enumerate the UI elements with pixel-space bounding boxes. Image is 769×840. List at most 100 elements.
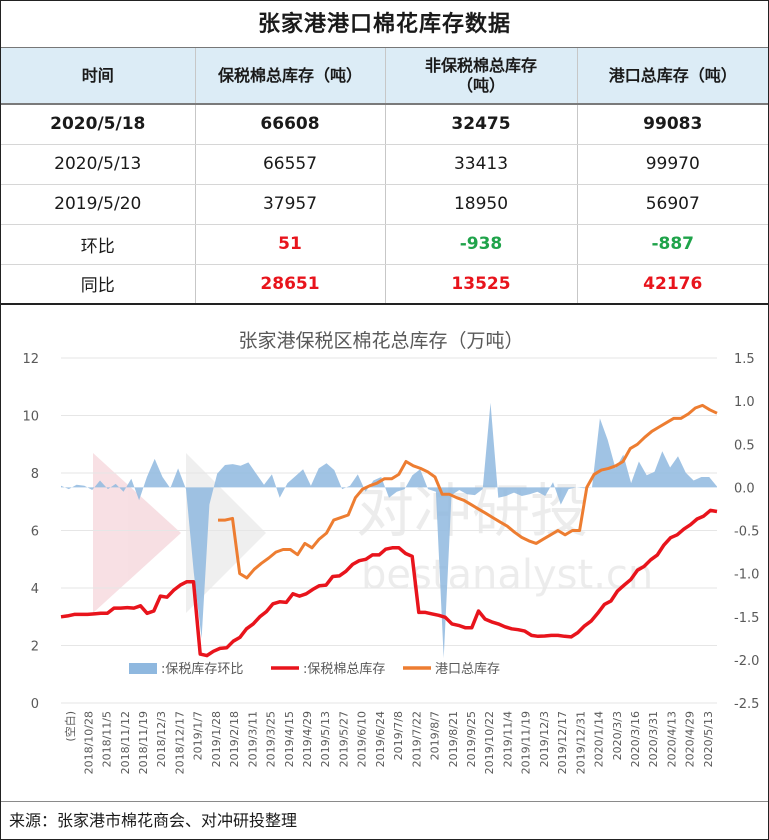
header-bonded: 保税棉总库存（吨）: [195, 48, 386, 105]
inventory-chart: 对冲研投 bestanalyst.cn 张家港保税区棉花总库存（万吨） 0246…: [22, 330, 759, 774]
x-tick-label: 2019/12/31: [574, 711, 587, 774]
cell-nonbonded: 18950: [385, 184, 578, 225]
header-total: 港口总库存（吨）: [577, 48, 768, 105]
right-tick-label: 1.5: [734, 352, 755, 367]
legend-label: :保税库存环比: [161, 661, 243, 677]
x-tick-label: 2020/1/14: [593, 711, 606, 767]
right-tick-label: 0.5: [734, 438, 755, 453]
table-row: 环比 51 -938 -887: [1, 224, 768, 265]
chart-title: 张家港保税区棉花总库存（万吨）: [238, 330, 523, 352]
left-tick-label: 0: [31, 697, 39, 712]
cell-nonbonded: 32475: [385, 104, 578, 145]
left-axis-ticks: 0 2 4 6 8 10 12: [22, 352, 39, 712]
cell-total: 42176: [577, 264, 768, 305]
series-lines-group: [60, 403, 718, 658]
page-title: 张家港港口棉花库存数据: [1, 1, 768, 48]
right-tick-label: 0.0: [734, 481, 755, 496]
right-tick-label: -2.0: [734, 654, 759, 669]
chart-legend: :保税库存环比 :保税棉总库存 港口总库存: [129, 661, 500, 677]
x-tick-label: 2019/5/13: [319, 711, 332, 767]
x-tick-label: 2019/5/27: [337, 711, 350, 767]
x-tick-label: 2019/6/24: [374, 711, 387, 767]
series-line-port-stock: [218, 403, 718, 580]
right-tick-label: -0.5: [734, 525, 759, 540]
right-tick-label: 1.0: [734, 395, 755, 410]
series-area-bonded-change: [61, 402, 717, 659]
x-tick-label: 2020/4/13: [665, 711, 678, 767]
cell-time: 环比: [1, 224, 196, 265]
cell-nonbonded: 13525: [385, 264, 578, 305]
x-tick-label: 2018/12/3: [155, 711, 168, 767]
x-tick-label: 2019/1/7: [192, 711, 205, 760]
x-tick-label: 2019/11/19: [520, 711, 533, 774]
right-tick-label: -1.0: [734, 568, 759, 583]
cell-bonded: 51: [195, 224, 386, 265]
cell-time: 2020/5/18: [1, 104, 196, 145]
series-line-bonded-stock: [60, 508, 718, 658]
left-tick-label: 2: [31, 640, 39, 655]
x-tick-label: 2019/1/28: [210, 711, 223, 767]
chart-grid: [61, 357, 717, 704]
x-tick-label: 2018/11/19: [137, 711, 150, 774]
x-tick-label: 2020/3/16: [629, 711, 642, 767]
x-tick-label: 2019/4/15: [283, 711, 296, 767]
right-axis-ticks: -2.5 -2.0 -1.5 -1.0 -0.5 0.0 0.5 1.0 1.5: [734, 352, 759, 712]
x-tick-label: 2019/8/7: [429, 711, 442, 760]
cell-nonbonded: -938: [385, 224, 578, 265]
legend-swatch: [129, 663, 157, 674]
cell-bonded: 66608: [195, 104, 386, 145]
x-tick-label: 2019/12/17: [556, 711, 569, 774]
cell-bonded: 66557: [195, 144, 386, 185]
x-tick-label: 2019/9/25: [465, 711, 478, 767]
x-tick-label: 2019/8/21: [447, 711, 460, 767]
x-tick-label: 2019/11/4: [501, 711, 514, 767]
left-tick-label: 12: [22, 352, 39, 367]
x-tick-label: 2019/2/18: [228, 711, 241, 767]
cell-nonbonded: 33413: [385, 144, 578, 185]
header-time: 时间: [1, 48, 196, 105]
x-tick-label: 2018/10/28: [82, 711, 95, 774]
cell-total: 56907: [577, 184, 768, 225]
cell-total: 99083: [577, 104, 768, 145]
table-row: 同比 28651 13525 42176: [1, 264, 768, 305]
right-tick-label: -2.5: [734, 697, 759, 712]
x-tick-label: 2019/4/29: [301, 711, 314, 767]
cell-bonded: 37957: [195, 184, 386, 225]
x-tick-label: 2020/4/29: [684, 711, 697, 767]
x-tick-label: 2020/3/3: [611, 711, 624, 760]
watermark-en: bestanalyst.cn: [361, 552, 653, 598]
legend-label: :保税棉总库存: [303, 661, 385, 677]
header-nonbonded: 非保税棉总库存 （吨）: [385, 48, 578, 105]
x-tick-label: 2019/12/3: [538, 711, 551, 767]
table-header-row: 时间 保税棉总库存（吨） 非保税棉总库存 （吨） 港口总库存（吨）: [1, 48, 768, 105]
cell-bonded: 28651: [195, 264, 386, 305]
cell-total: 99970: [577, 144, 768, 185]
x-axis-ticks: (空白) 2018/10/28 2018/11/5 2018/11/12 2018/11…: [63, 711, 715, 774]
x-tick-label: 2019/10/22: [483, 711, 496, 774]
source-footer: 来源：张家港市棉花商会、对冲研投整理: [1, 801, 768, 839]
x-tick-label: 2020/5/13: [702, 711, 715, 767]
right-tick-label: -1.5: [734, 611, 759, 626]
left-tick-label: 4: [31, 582, 39, 597]
x-tick-label: 2018/11/5: [101, 711, 114, 767]
x-tick-label: 2018/11/12: [119, 711, 132, 774]
x-tick-label: 2019/7/22: [410, 711, 423, 767]
cell-time: 2020/5/13: [1, 144, 196, 185]
series-area-group: [61, 402, 717, 659]
x-tick-label: 2019/3/11: [246, 711, 259, 767]
legend-label: 港口总库存: [435, 661, 500, 677]
cell-time: 同比: [1, 264, 196, 305]
left-tick-label: 10: [22, 410, 39, 425]
cell-total: -887: [577, 224, 768, 265]
left-tick-label: 8: [31, 467, 39, 482]
x-tick-label: 2019/3/25: [265, 711, 278, 767]
table-row: 2020/5/13 66557 33413 99970: [1, 144, 768, 185]
x-tick-label: 2020/3/31: [647, 711, 660, 767]
cell-time: 2019/5/20: [1, 184, 196, 225]
x-tick-label: 2019/7/8: [392, 711, 405, 760]
table-row: 2019/5/20 37957 18950 56907: [1, 184, 768, 225]
table-row: 2020/5/18 66608 32475 99083: [1, 104, 768, 145]
x-tick-label: 2018/12/17: [173, 711, 186, 774]
x-tick-label: 2019/6/10: [356, 711, 369, 767]
